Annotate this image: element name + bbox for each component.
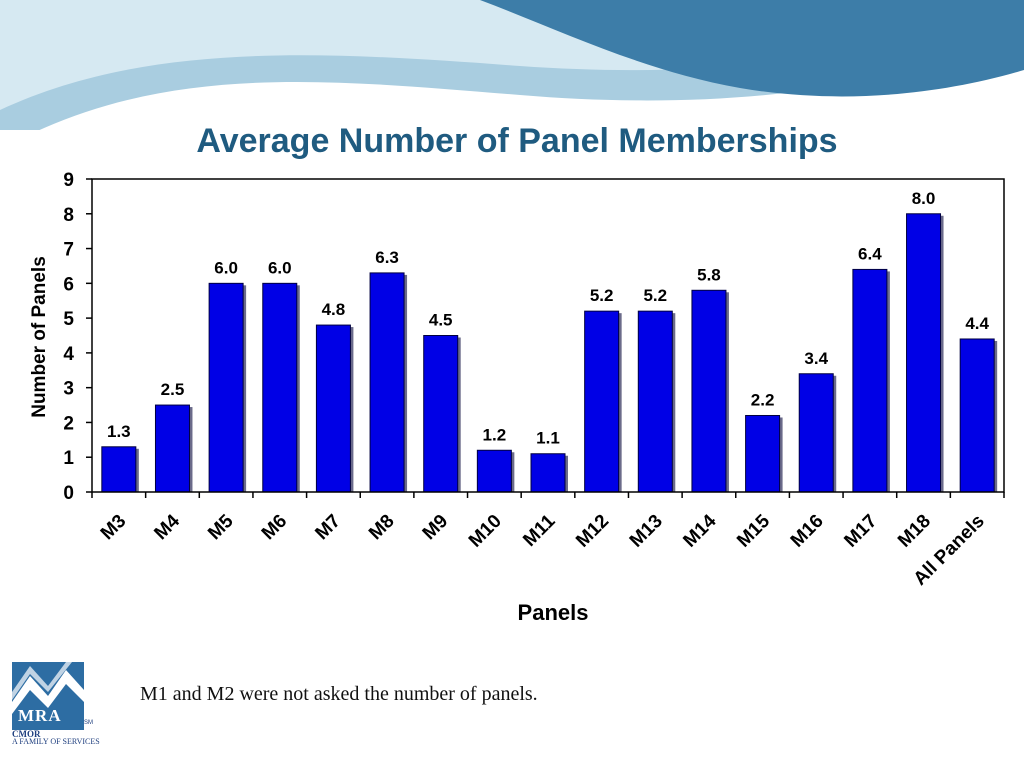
bar-value-label: 6.4 [858, 244, 882, 263]
x-tick-label: M11 [519, 510, 560, 551]
bar-chart: 1.3 2.5 6.0 6.0 4.8 6.3 4.5 1.2 1.1 5.2 5.2 5.8 2.2 3… [29, 170, 1005, 625]
bar-value-label: 4.8 [322, 300, 346, 319]
x-axis-label: Panels [518, 600, 589, 625]
x-tick-label: M5 [204, 510, 238, 544]
bar-m5 [208, 282, 244, 493]
x-tick-label: M4 [150, 510, 184, 544]
bar-value-label: 6.0 [214, 258, 238, 277]
y-tick-label: 9 [63, 170, 74, 191]
bar-value-label: 1.2 [483, 425, 507, 444]
x-tick-label: M12 [572, 511, 613, 552]
logo-servicemark: SM [84, 720, 93, 726]
bar-value-label: 1.1 [536, 429, 560, 448]
bar-value-label: 5.8 [697, 265, 721, 284]
x-tick-label: M15 [733, 510, 774, 551]
bar-m18 [906, 213, 942, 493]
bar-m15 [745, 414, 781, 493]
logo-subtitle: CMOR A FAMILY OF SERVICES [12, 730, 108, 746]
bar-m16 [798, 373, 834, 493]
bar-m11 [530, 453, 566, 493]
bar-value-label: 6.3 [375, 248, 399, 267]
y-tick-label: 6 [63, 274, 74, 295]
bar-m3 [101, 446, 137, 493]
x-tick-label: M3 [97, 511, 131, 545]
x-tick-label: M16 [787, 511, 828, 552]
wave-dark [480, 0, 1024, 97]
bar-m6 [262, 282, 298, 493]
y-tick-label: 8 [63, 205, 74, 226]
bar-value-label: 3.4 [804, 349, 828, 368]
y-tick-label: 3 [63, 379, 74, 400]
bar-all-panels [959, 338, 995, 493]
y-tick-label: 1 [63, 448, 74, 469]
bar-value-label: 5.2 [643, 286, 667, 305]
bar-m4 [154, 404, 190, 493]
x-tick-label: M13 [626, 511, 667, 552]
y-tick-label: 5 [63, 309, 74, 330]
bar-value-label: 1.3 [107, 422, 131, 441]
bar-m13 [637, 310, 673, 493]
x-tick-label: M10 [465, 511, 506, 552]
bar-value-label: 2.5 [161, 380, 185, 399]
y-tick-label: 2 [63, 413, 74, 434]
x-tick-label: M8 [365, 511, 399, 545]
bar-value-label: 4.5 [429, 311, 453, 330]
plot-area-frame [91, 178, 1005, 493]
bar-m17 [852, 268, 888, 493]
y-tick-label: 0 [63, 483, 74, 504]
y-tick-label: 4 [63, 344, 74, 365]
logo-tagline: CMOR [12, 729, 41, 739]
x-tick-label: M9 [419, 511, 453, 545]
header-wave-decoration [0, 0, 1024, 130]
bar-m10 [476, 449, 512, 493]
bar-m8 [369, 272, 405, 493]
bar-m7 [315, 324, 351, 493]
bar-value-label: 5.2 [590, 286, 614, 305]
logo-family: A FAMILY OF SERVICES [12, 737, 100, 746]
footnote: M1 and M2 were not asked the number of p… [140, 683, 538, 705]
slide-title: Average Number of Panel Memberships [196, 122, 838, 160]
y-tick-label: 7 [63, 240, 74, 261]
x-tick-label: M6 [258, 511, 292, 545]
logo-mark-icon [12, 662, 84, 730]
x-tick-label: M7 [311, 511, 345, 545]
bar-m14 [691, 289, 727, 493]
logo-text: MRA [18, 706, 62, 725]
bar-value-label: 2.2 [751, 390, 775, 409]
bar-value-label: 8.0 [912, 189, 936, 208]
x-tick-label: M14 [679, 510, 720, 551]
bar-m9 [423, 335, 459, 493]
y-axis-label: Number of Panels [29, 256, 50, 418]
x-tick-label: M18 [894, 511, 935, 552]
mra-logo: MRA SM CMOR A FAMILY OF SERVICES [12, 662, 104, 756]
bar-m12 [584, 310, 620, 493]
bar-value-label: 6.0 [268, 258, 292, 277]
x-tick-label: M17 [840, 511, 881, 552]
bar-value-label: 4.4 [965, 314, 989, 333]
